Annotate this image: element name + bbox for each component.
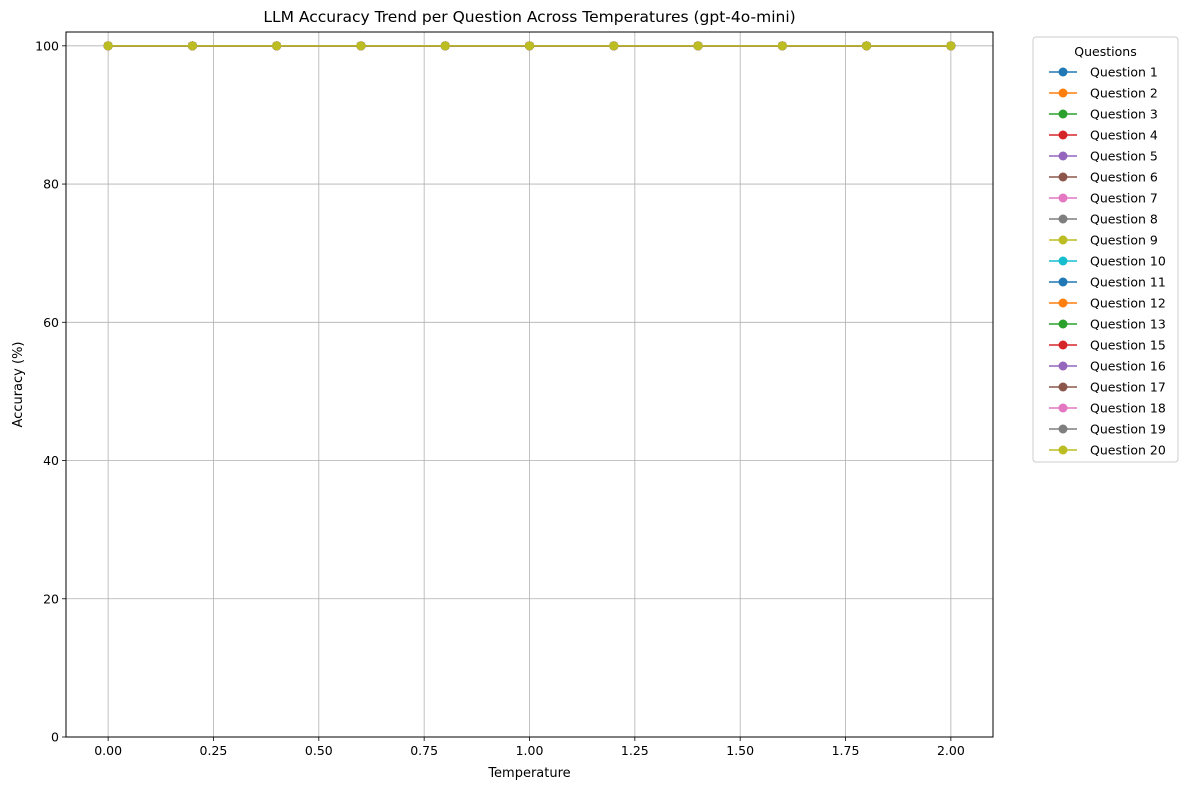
- legend-item: Question 6: [1049, 170, 1158, 185]
- legend-marker: [1058, 424, 1068, 434]
- legend-marker: [1058, 340, 1068, 350]
- legend-label: Question 6: [1090, 170, 1158, 185]
- legend-marker: [1058, 403, 1068, 413]
- data-point: [103, 41, 113, 51]
- legend-marker: [1058, 151, 1068, 161]
- grid: [66, 32, 993, 738]
- legend-marker: [1058, 235, 1068, 245]
- legend-marker: [1058, 67, 1068, 77]
- y-tick-label: 40: [43, 453, 59, 468]
- x-tick-label: 1.50: [726, 743, 754, 758]
- legend-label: Question 16: [1090, 359, 1166, 374]
- legend-label: Question 5: [1090, 149, 1158, 164]
- legend-marker: [1058, 130, 1068, 140]
- legend-label: Question 12: [1090, 296, 1166, 311]
- data-point: [693, 41, 703, 51]
- legend-label: Question 17: [1090, 380, 1166, 395]
- legend-item: Question 15: [1049, 338, 1166, 353]
- data-point: [356, 41, 366, 51]
- legend-marker: [1058, 382, 1068, 392]
- x-tick-label: 2.00: [937, 743, 965, 758]
- legend-marker: [1058, 193, 1068, 203]
- legend-label: Question 7: [1090, 191, 1158, 206]
- legend-item: Question 4: [1049, 128, 1158, 143]
- legend-item: Question 7: [1049, 191, 1158, 206]
- legend-item: Question 10: [1049, 254, 1166, 269]
- legend: Questions Question 1 Question 2 Question 3…: [1032, 36, 1179, 463]
- legend-label: Question 3: [1090, 107, 1158, 122]
- series-19: [103, 41, 956, 51]
- legend-marker: [1058, 256, 1068, 266]
- legend-item: Question 8: [1049, 212, 1158, 227]
- data-point: [525, 41, 534, 51]
- legend-box: [1032, 36, 1179, 463]
- legend-marker: [1058, 298, 1068, 308]
- legend-item: Question 2: [1049, 86, 1158, 101]
- y-tick-label: 60: [43, 315, 59, 330]
- data-point: [609, 41, 619, 51]
- y-tick-label: 80: [43, 177, 59, 192]
- legend-item: Question 1: [1049, 65, 1158, 80]
- legend-item: Question 13: [1049, 317, 1166, 332]
- legend-item: Question 19: [1049, 422, 1166, 437]
- legend-label: Question 20: [1090, 443, 1166, 458]
- x-tick-label: 0.00: [94, 743, 122, 758]
- legend-marker: [1058, 172, 1068, 182]
- legend-marker: [1058, 214, 1068, 224]
- legend-marker: [1058, 109, 1068, 119]
- legend-label: Question 19: [1090, 422, 1166, 437]
- legend-marker: [1058, 361, 1068, 371]
- legend-label: Question 1: [1090, 65, 1158, 80]
- x-tick-label: 1.25: [621, 743, 649, 758]
- x-axis-label: Temperature: [487, 766, 570, 781]
- legend-label: Question 18: [1090, 401, 1166, 416]
- legend-label: Question 4: [1090, 128, 1158, 143]
- x-tick-label: 1.00: [516, 743, 544, 758]
- data-point: [862, 41, 872, 51]
- x-axis-ticks: 0.00 0.25 0.50 0.75 1.00 1.25 1.50 1.75 2.00: [94, 737, 965, 758]
- legend-marker: [1058, 445, 1068, 455]
- legend-label: Question 11: [1090, 275, 1166, 290]
- legend-item: Question 5: [1049, 149, 1158, 164]
- legend-marker: [1058, 88, 1068, 98]
- legend-label: Question 2: [1090, 86, 1158, 101]
- data-point: [777, 41, 787, 51]
- legend-item: Question 18: [1049, 401, 1166, 416]
- y-axis-label: Accuracy (%): [11, 342, 26, 428]
- data-point: [440, 41, 450, 51]
- chart-title: LLM Accuracy Trend per Question Across T…: [263, 8, 795, 26]
- legend-label: Question 10: [1090, 254, 1166, 269]
- legend-items: Question 1 Question 2 Question 3 Question 4…: [1049, 65, 1166, 458]
- y-tick-label: 100: [35, 38, 59, 53]
- legend-item: Question 11: [1049, 275, 1166, 290]
- y-axis-ticks: 0 20 40 60 80 100: [35, 38, 66, 745]
- legend-item: Question 16: [1049, 359, 1166, 374]
- legend-title: Questions: [1074, 44, 1136, 59]
- data-point: [272, 41, 282, 51]
- legend-marker: [1058, 277, 1068, 287]
- x-tick-label: 1.75: [832, 743, 860, 758]
- y-tick-label: 0: [51, 730, 59, 745]
- legend-label: Question 9: [1090, 233, 1158, 248]
- y-tick-label: 20: [43, 591, 59, 606]
- x-tick-label: 0.25: [200, 743, 228, 758]
- legend-item: Question 12: [1049, 296, 1166, 311]
- legend-item: Question 20: [1049, 443, 1166, 458]
- data-point: [187, 41, 197, 51]
- series-lines: [103, 41, 956, 51]
- x-tick-label: 0.50: [305, 743, 333, 758]
- legend-item: Question 9: [1049, 233, 1158, 248]
- legend-marker: [1058, 319, 1068, 329]
- legend-item: Question 17: [1049, 380, 1166, 395]
- legend-label: Question 15: [1090, 338, 1166, 353]
- data-point: [946, 41, 956, 51]
- x-tick-label: 0.75: [410, 743, 438, 758]
- legend-item: Question 3: [1049, 107, 1158, 122]
- legend-label: Question 8: [1090, 212, 1158, 227]
- legend-label: Question 13: [1090, 317, 1166, 332]
